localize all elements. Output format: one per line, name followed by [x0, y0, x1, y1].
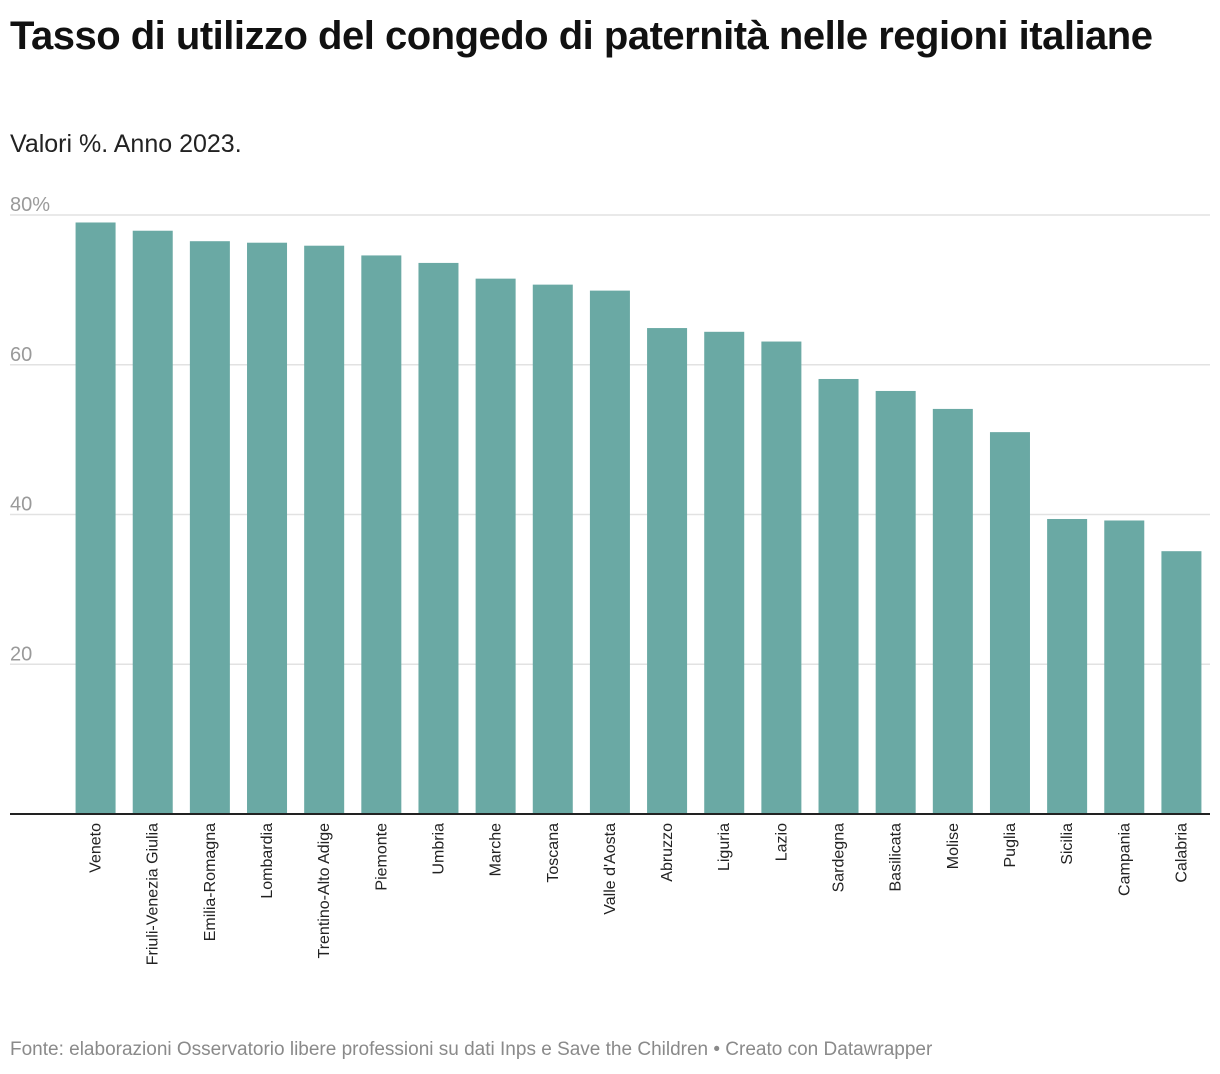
- bars: [75, 222, 1202, 815]
- x-tick-label-campania: Campania: [1116, 823, 1133, 896]
- bar-umbria: [418, 262, 459, 814]
- chart-title: Tasso di utilizzo del congedo di paterni…: [10, 14, 1153, 58]
- x-tick-label-umbria: Umbria: [430, 823, 447, 875]
- y-tick-label-40: 40: [10, 494, 32, 516]
- y-tick-label-20: 20: [10, 643, 32, 665]
- x-axis-ticks: Veneto Friuli-Venezia Giulia Emilia-Romagn…: [88, 823, 1191, 965]
- bar-liguria: [704, 331, 745, 814]
- bar-emilia-romagna: [189, 241, 230, 815]
- bar-friuli-venezia-giulia: [132, 230, 173, 814]
- bar-veneto: [75, 222, 116, 815]
- bar-valle-d-aosta: [589, 290, 630, 814]
- bar-sardegna: [818, 378, 859, 814]
- x-tick-label-sicilia: Sicilia: [1059, 823, 1076, 865]
- x-tick-label-trentino-alto-adige: Trentino-Alto Adige: [316, 823, 333, 959]
- x-tick-label-basilicata: Basilicata: [888, 823, 905, 892]
- x-tick-label-molise: Molise: [945, 823, 962, 869]
- bar-trentino-alto-adige: [304, 245, 345, 815]
- bar-lazio: [761, 341, 802, 814]
- y-tick-label-80: 80%: [10, 195, 50, 216]
- x-tick-label-sardegna: Sardegna: [831, 823, 848, 892]
- x-tick-label-lombardia: Lombardia: [259, 823, 276, 899]
- y-tick-label-60: 60: [10, 344, 32, 366]
- bar-abruzzo: [647, 328, 688, 814]
- x-tick-label-liguria: Liguria: [716, 823, 733, 871]
- x-tick-label-veneto: Veneto: [88, 823, 105, 873]
- bar-puglia: [989, 432, 1030, 814]
- x-tick-label-abruzzo: Abruzzo: [659, 823, 676, 882]
- x-tick-label-piemonte: Piemonte: [373, 823, 390, 891]
- x-tick-label-valle-d-aosta: Valle d'Aosta: [602, 823, 619, 915]
- bar-sicilia: [1047, 518, 1088, 814]
- x-tick-label-friuli-venezia-giulia: Friuli-Venezia Giulia: [145, 823, 162, 965]
- bar-campania: [1104, 520, 1145, 814]
- bar-toscana: [532, 284, 573, 814]
- bar-molise: [932, 408, 973, 814]
- x-tick-label-lazio: Lazio: [773, 823, 790, 861]
- y-axis-ticks: 20 40 60 80%: [10, 195, 50, 665]
- bar-piemonte: [361, 255, 402, 814]
- bar-marche: [475, 278, 516, 814]
- bar-basilicata: [875, 390, 916, 814]
- bar-lombardia: [247, 242, 288, 815]
- bar-calabria: [1161, 551, 1202, 814]
- x-tick-label-puglia: Puglia: [1002, 823, 1019, 868]
- x-tick-label-marche: Marche: [488, 823, 505, 876]
- x-tick-label-emilia-romagna: Emilia-Romagna: [202, 823, 219, 941]
- x-tick-label-calabria: Calabria: [1173, 823, 1190, 883]
- bar-chart: 20 40 60 80% Veneto Friuli-Venezia Giulia Emi…: [10, 195, 1210, 965]
- source-footer: Fonte: elaborazioni Osservatorio libere …: [10, 1039, 933, 1060]
- x-tick-label-toscana: Toscana: [545, 823, 562, 883]
- chart-subtitle: Valori %. Anno 2023.: [10, 130, 242, 158]
